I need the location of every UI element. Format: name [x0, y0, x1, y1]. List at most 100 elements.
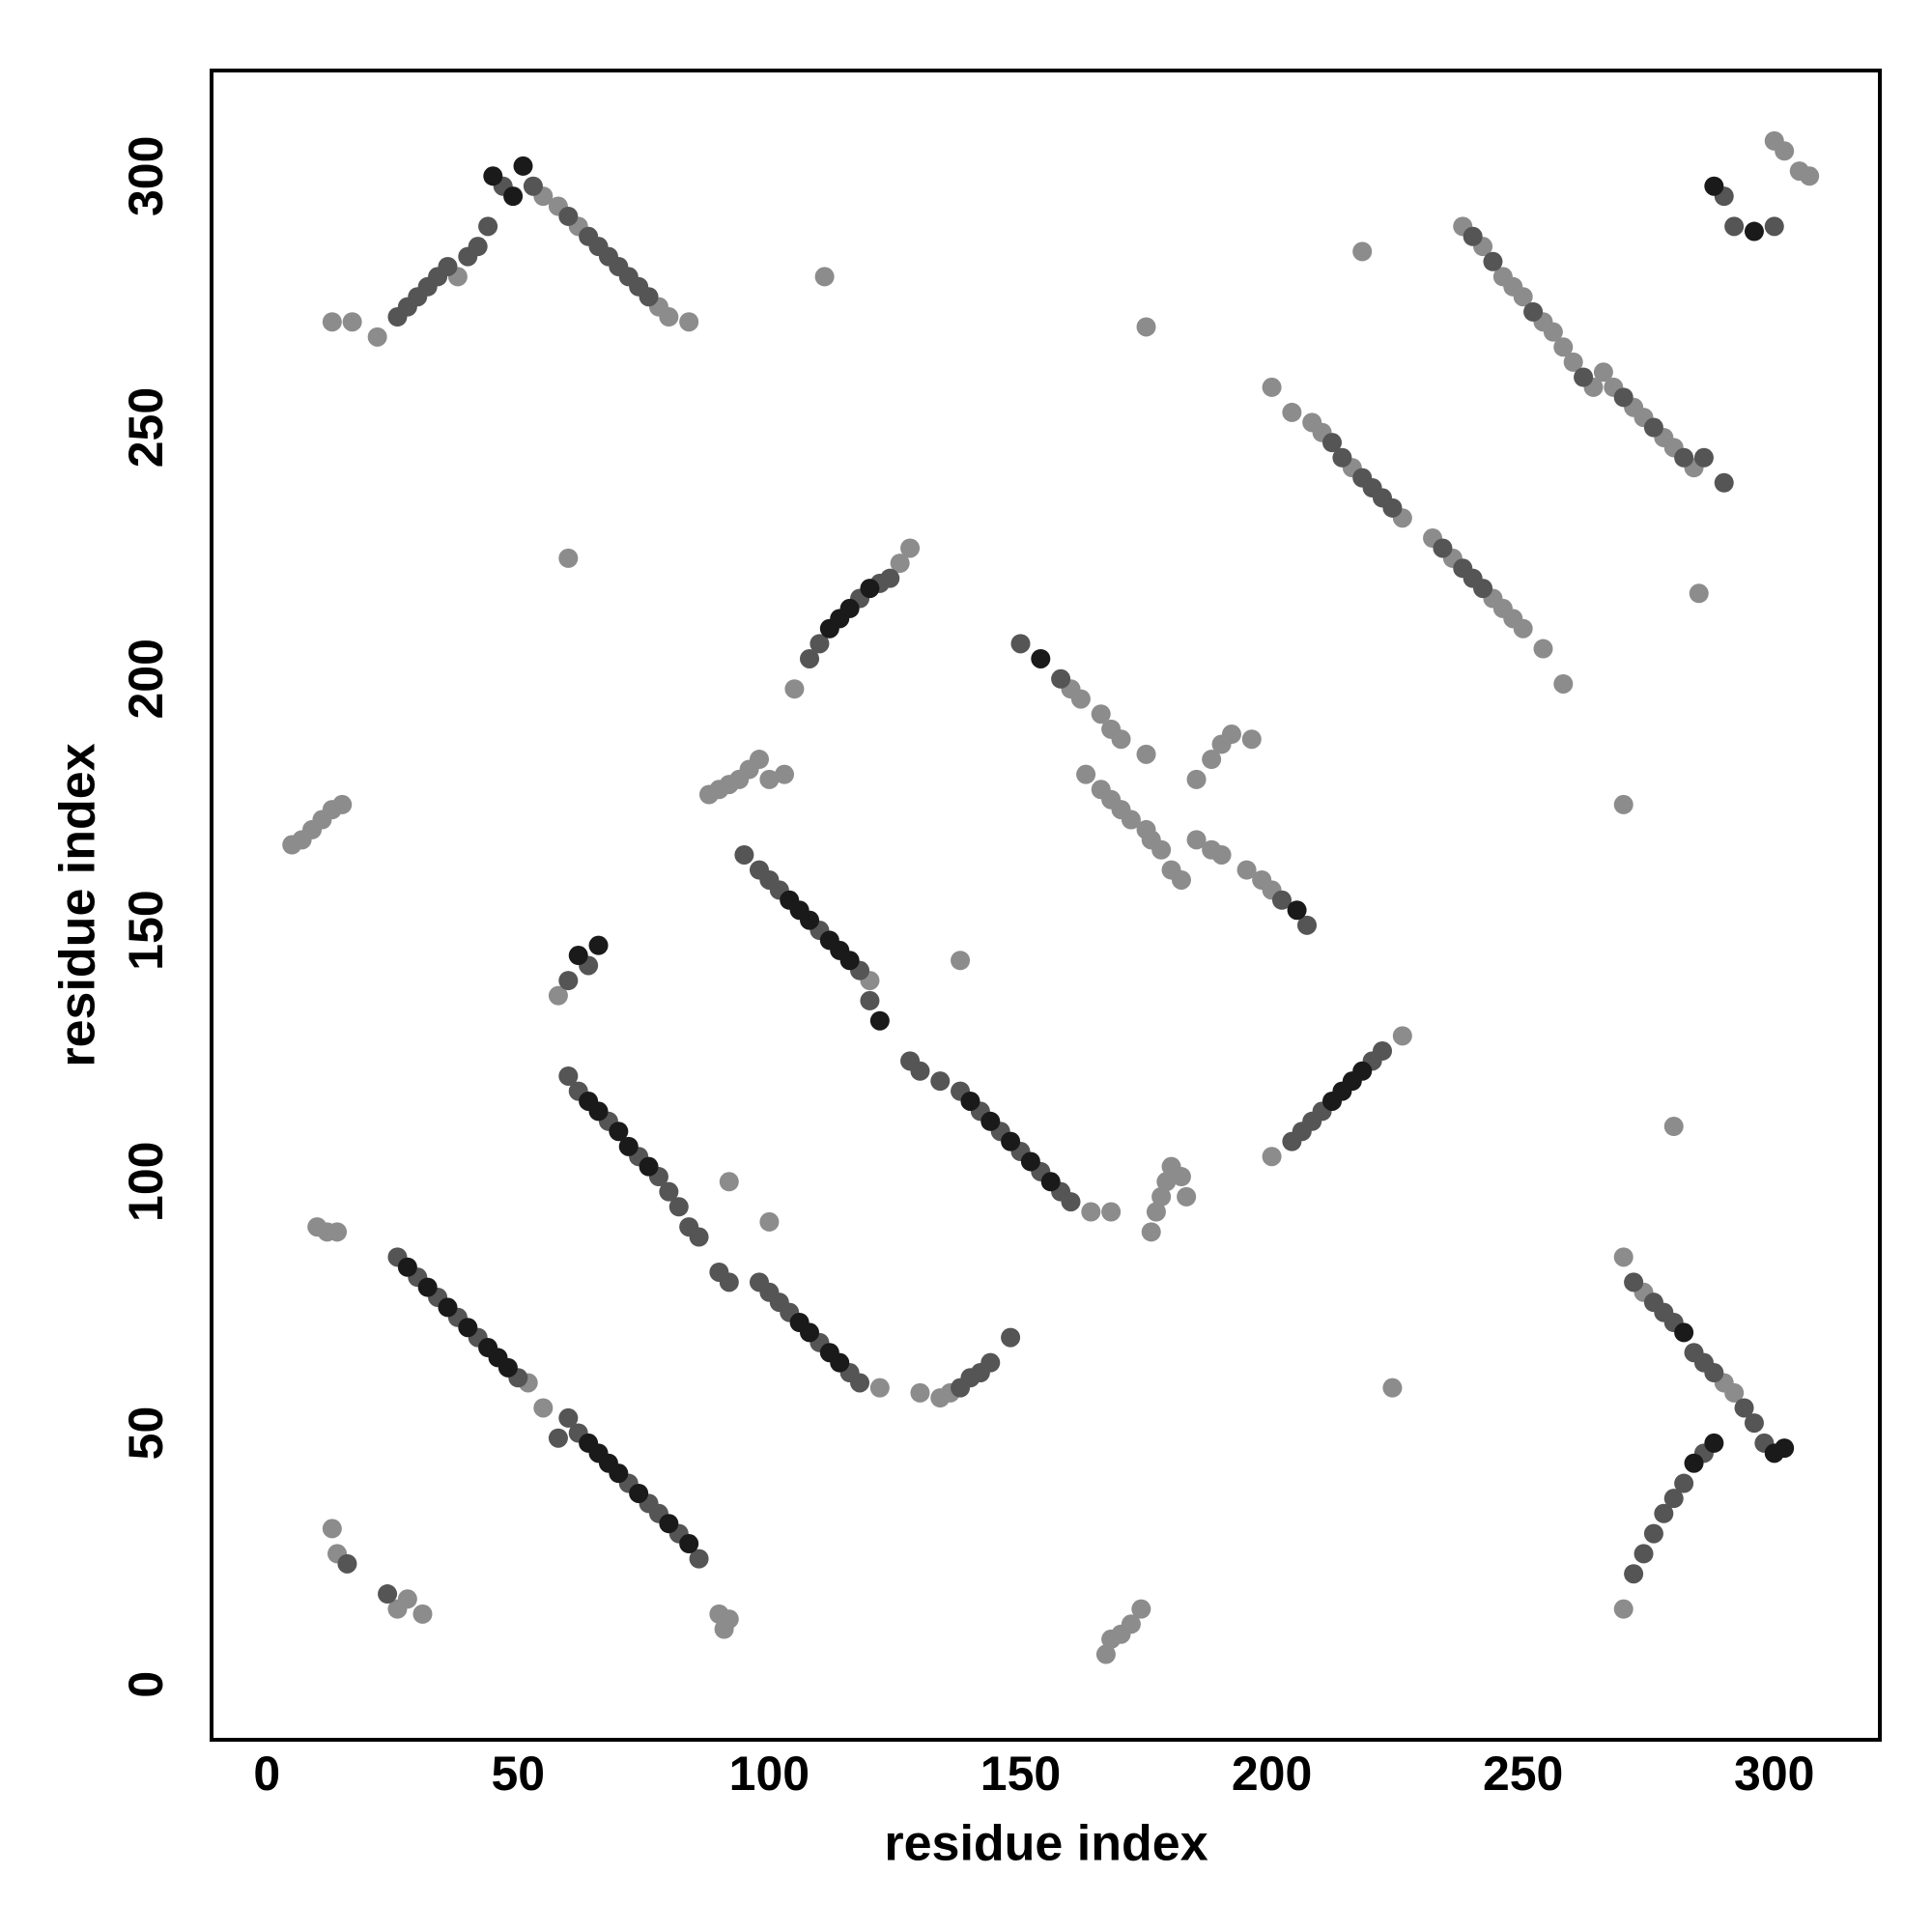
point — [568, 946, 588, 966]
point — [397, 1589, 417, 1609]
point — [558, 206, 579, 226]
point — [1553, 337, 1574, 357]
point — [1146, 1202, 1166, 1222]
point — [1352, 242, 1373, 262]
point — [558, 1407, 579, 1428]
point — [1563, 352, 1583, 372]
point — [1282, 402, 1302, 422]
y-axis-title: residue index — [50, 743, 106, 1066]
point — [548, 985, 568, 1006]
point — [719, 1172, 739, 1192]
y-tick-label: 50 — [119, 1406, 173, 1461]
point — [1095, 1644, 1116, 1664]
y-tick-label: 150 — [119, 890, 173, 970]
point — [1724, 216, 1745, 237]
point — [679, 312, 699, 332]
point — [1775, 141, 1795, 161]
point — [800, 1322, 820, 1343]
point — [800, 910, 820, 930]
point — [1010, 634, 1031, 654]
point — [1473, 579, 1493, 599]
x-tick-label: 300 — [1734, 1747, 1814, 1801]
point — [830, 1352, 850, 1373]
point — [890, 554, 910, 574]
point — [533, 1398, 554, 1418]
point — [1704, 176, 1724, 196]
point — [1643, 417, 1663, 438]
point — [503, 186, 524, 207]
point — [327, 1222, 348, 1242]
point — [1613, 794, 1634, 814]
point — [1483, 251, 1503, 271]
y-tick-label: 0 — [119, 1671, 173, 1698]
point — [609, 1463, 629, 1484]
point — [558, 971, 579, 991]
point — [483, 166, 503, 186]
point — [1136, 819, 1156, 839]
point — [1689, 583, 1709, 604]
point — [523, 176, 543, 196]
point — [322, 312, 342, 332]
point — [609, 1122, 629, 1142]
point — [860, 579, 880, 599]
point — [1141, 1222, 1161, 1242]
point — [689, 1227, 709, 1247]
point — [438, 1297, 458, 1318]
point — [1186, 830, 1207, 850]
point — [1111, 729, 1131, 750]
point — [1121, 1614, 1141, 1634]
point — [468, 237, 488, 257]
y-tick-label: 100 — [119, 1142, 173, 1222]
point — [1020, 1151, 1040, 1172]
point — [850, 1373, 870, 1393]
point — [759, 769, 780, 789]
y-tick-label: 250 — [119, 387, 173, 468]
point — [775, 764, 795, 784]
point — [719, 1272, 739, 1293]
point — [800, 648, 820, 668]
y-tick-label: 300 — [119, 136, 173, 216]
point — [1171, 1167, 1191, 1187]
y-tick-label: 200 — [119, 639, 173, 719]
point — [1221, 724, 1241, 745]
point — [659, 1514, 679, 1534]
point — [1382, 1378, 1403, 1398]
point — [980, 1111, 1001, 1131]
point — [1262, 377, 1282, 397]
point — [1724, 1382, 1745, 1403]
point — [558, 1065, 579, 1086]
point — [659, 1181, 679, 1202]
point — [869, 1010, 890, 1031]
point — [1332, 447, 1352, 468]
point — [1151, 1186, 1172, 1207]
x-tick-label: 250 — [1483, 1747, 1563, 1801]
point — [1674, 1322, 1694, 1343]
point — [1553, 673, 1574, 694]
point — [1523, 301, 1544, 322]
point — [1764, 216, 1784, 237]
point — [513, 156, 533, 176]
point — [458, 1318, 478, 1338]
point — [1121, 810, 1141, 830]
point — [814, 267, 835, 287]
x-axis-title: residue index — [884, 1816, 1208, 1872]
point — [1543, 322, 1563, 342]
point — [1296, 915, 1317, 935]
point — [497, 1357, 518, 1378]
point — [1433, 538, 1453, 558]
point — [960, 1091, 980, 1111]
point — [438, 256, 458, 276]
point — [1663, 1489, 1684, 1509]
point — [1236, 860, 1257, 880]
point — [1634, 1544, 1654, 1564]
point — [951, 951, 971, 971]
point — [1513, 618, 1533, 639]
point — [378, 1584, 398, 1605]
point — [588, 935, 609, 955]
point — [397, 1257, 417, 1277]
point — [980, 1352, 1001, 1373]
point — [639, 1156, 659, 1177]
point — [1171, 869, 1191, 890]
point — [719, 1609, 739, 1630]
